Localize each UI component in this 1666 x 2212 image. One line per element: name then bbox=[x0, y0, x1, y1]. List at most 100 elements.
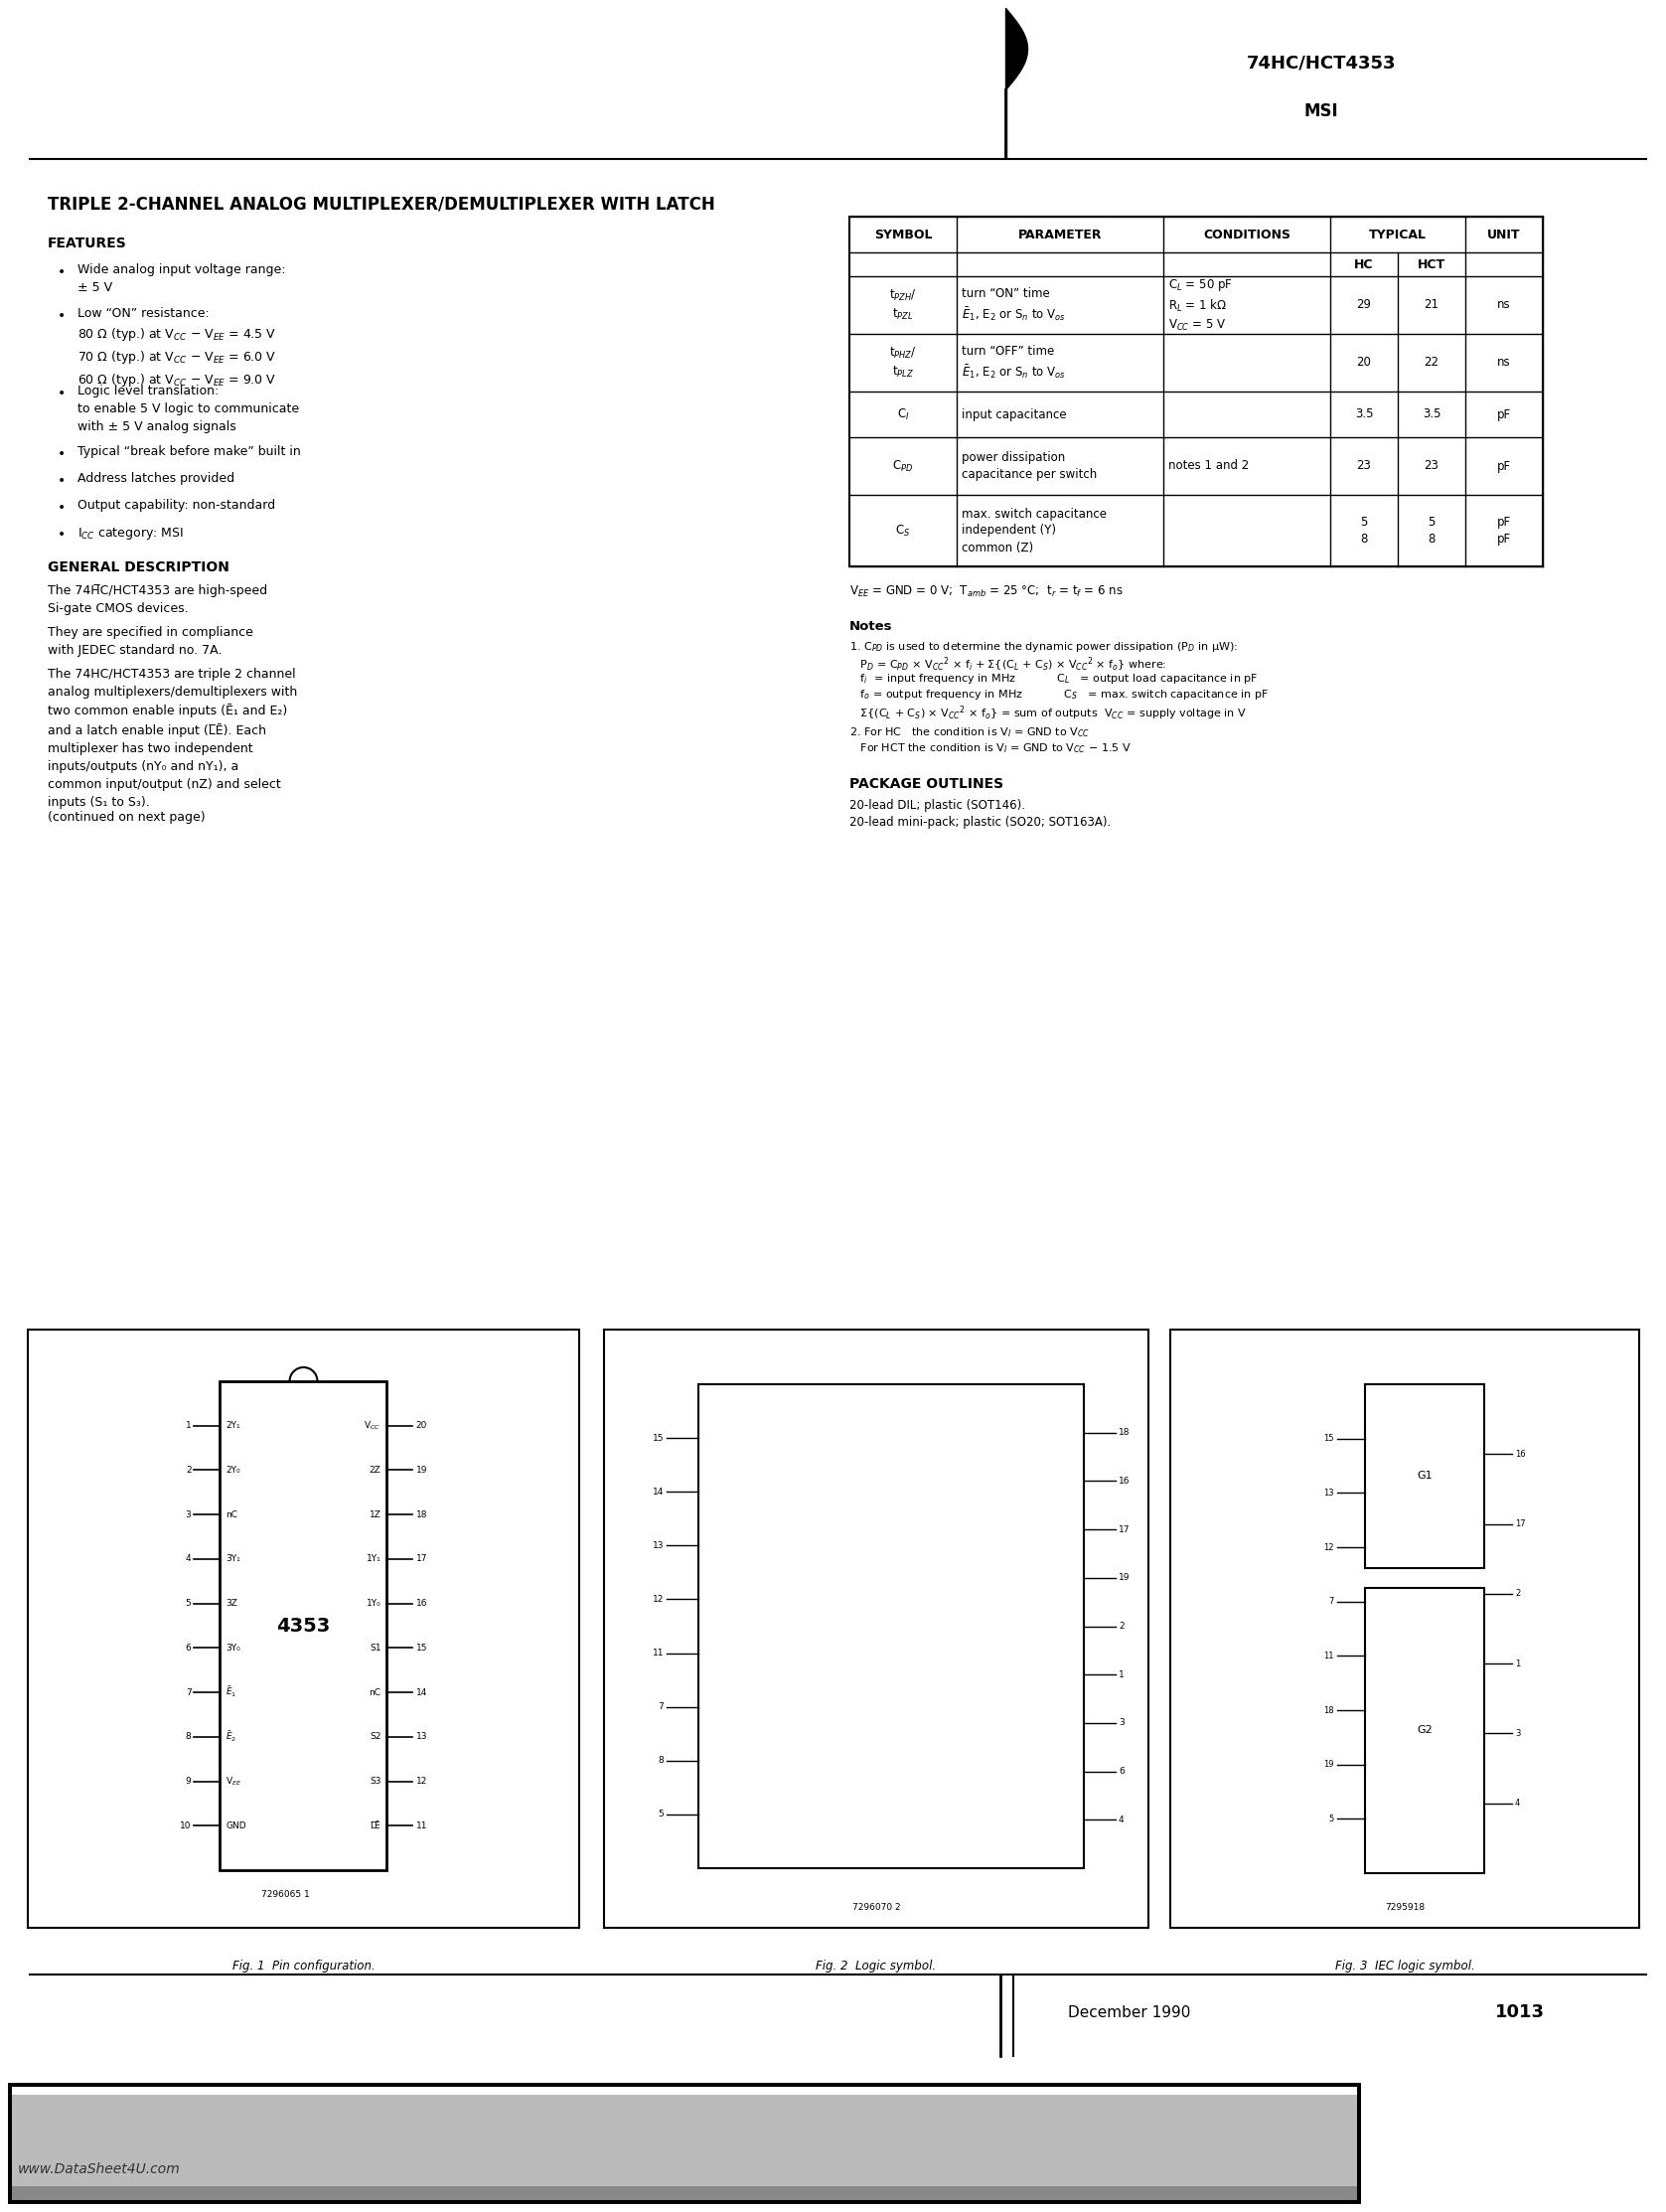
Text: 11: 11 bbox=[651, 1648, 663, 1657]
Text: CONDITIONS: CONDITIONS bbox=[1203, 228, 1291, 241]
Text: TYPICAL: TYPICAL bbox=[1369, 228, 1426, 241]
Text: 9: 9 bbox=[185, 1776, 192, 1785]
Text: They are specified in compliance
with JEDEC standard no. 7A.: They are specified in compliance with JE… bbox=[48, 626, 253, 657]
Text: 19: 19 bbox=[416, 1467, 426, 1475]
Text: 5
8: 5 8 bbox=[1428, 515, 1434, 546]
Text: nC: nC bbox=[227, 1511, 238, 1520]
Text: 7296070 2: 7296070 2 bbox=[851, 1902, 900, 1911]
Text: MSI: MSI bbox=[1304, 102, 1338, 119]
Text: 13: 13 bbox=[1323, 1489, 1334, 1498]
Bar bbox=[850, 217, 1543, 566]
Text: •: • bbox=[58, 447, 65, 460]
Text: V$_{EE}$ = GND = 0 V;  T$_{amb}$ = 25 °C;  t$_r$ = t$_f$ = 6 ns: V$_{EE}$ = GND = 0 V; T$_{amb}$ = 25 °C;… bbox=[850, 584, 1123, 599]
Text: www.DataSheet4U.com: www.DataSheet4U.com bbox=[18, 2163, 180, 2177]
Text: 2Y₀: 2Y₀ bbox=[227, 1467, 240, 1475]
Text: 2. For HC   the condition is V$_I$ = GND to V$_{CC}$: 2. For HC the condition is V$_I$ = GND t… bbox=[850, 726, 1090, 739]
Text: $\bar{E}_1$: $\bar{E}_1$ bbox=[227, 1686, 237, 1699]
Text: SYMBOL: SYMBOL bbox=[875, 228, 931, 241]
Text: 10: 10 bbox=[180, 1820, 192, 1829]
Text: max. switch capacitance
independent (Y)
common (Z): max. switch capacitance independent (Y) … bbox=[961, 507, 1106, 553]
Text: Fig. 1  Pin configuration.: Fig. 1 Pin configuration. bbox=[232, 1960, 375, 1973]
Text: 4: 4 bbox=[1514, 1798, 1519, 1807]
Text: 16: 16 bbox=[1118, 1478, 1130, 1486]
Text: 3Y₀: 3Y₀ bbox=[227, 1644, 240, 1652]
Text: pF: pF bbox=[1498, 407, 1511, 420]
Text: 20-lead DIL; plastic (SOT146).: 20-lead DIL; plastic (SOT146). bbox=[850, 799, 1025, 812]
Text: 2: 2 bbox=[1118, 1621, 1125, 1630]
Text: FEATURES: FEATURES bbox=[48, 237, 127, 250]
Text: The 74HC/HCT4353 are triple 2 channel
analog multiplexers/demultiplexers with
tw: The 74HC/HCT4353 are triple 2 channel an… bbox=[48, 668, 297, 810]
Text: 1Y₀: 1Y₀ bbox=[367, 1599, 382, 1608]
Text: 11: 11 bbox=[416, 1820, 426, 1829]
Text: 14: 14 bbox=[416, 1688, 426, 1697]
Text: 4: 4 bbox=[185, 1555, 192, 1564]
Text: 17: 17 bbox=[1118, 1524, 1130, 1533]
Text: 7: 7 bbox=[658, 1703, 663, 1712]
Text: 23: 23 bbox=[1424, 460, 1439, 473]
Text: 3: 3 bbox=[185, 1511, 192, 1520]
Text: 20: 20 bbox=[1356, 356, 1371, 369]
Text: 3.5: 3.5 bbox=[1423, 407, 1441, 420]
Text: power dissipation
capacitance per switch: power dissipation capacitance per switch bbox=[961, 451, 1096, 480]
Text: 1: 1 bbox=[1118, 1670, 1125, 1679]
Bar bbox=[8, 2084, 1361, 2203]
Text: I$_{CC}$ category: MSI: I$_{CC}$ category: MSI bbox=[78, 526, 183, 542]
Text: 11: 11 bbox=[1324, 1652, 1334, 1661]
Text: 8: 8 bbox=[185, 1732, 192, 1741]
Text: Typical “break before make” built in: Typical “break before make” built in bbox=[78, 445, 302, 458]
Text: V$_{EE}$: V$_{EE}$ bbox=[227, 1774, 242, 1787]
Text: PARAMETER: PARAMETER bbox=[1018, 228, 1101, 241]
Text: L̅Ē: L̅Ē bbox=[370, 1820, 382, 1829]
Text: 3Y₁: 3Y₁ bbox=[227, 1555, 240, 1564]
Text: C$_S$: C$_S$ bbox=[895, 524, 911, 538]
Text: t$_{PZH}$/
t$_{PZL}$: t$_{PZH}$/ t$_{PZL}$ bbox=[890, 288, 916, 323]
Text: Fig. 2  Logic symbol.: Fig. 2 Logic symbol. bbox=[816, 1960, 936, 1973]
Text: 4: 4 bbox=[1118, 1816, 1125, 1825]
Text: UNIT: UNIT bbox=[1488, 228, 1521, 241]
Bar bbox=[605, 1329, 1148, 1929]
Bar bbox=[1364, 1385, 1484, 1568]
Text: 5
8: 5 8 bbox=[1361, 515, 1368, 546]
Text: (continued on next page): (continued on next page) bbox=[48, 812, 205, 823]
Text: 6: 6 bbox=[185, 1644, 192, 1652]
Text: P$_D$ = C$_{PD}$ × V$_{CC}$$^2$ × f$_i$ + Σ{(C$_L$ + C$_S$) × V$_{CC}$$^2$ × f$_: P$_D$ = C$_{PD}$ × V$_{CC}$$^2$ × f$_i$ … bbox=[850, 655, 1166, 675]
Text: GND: GND bbox=[227, 1820, 247, 1829]
Text: PACKAGE OUTLINES: PACKAGE OUTLINES bbox=[850, 776, 1003, 792]
Bar bbox=[12, 2086, 1358, 2095]
Text: 16: 16 bbox=[1514, 1449, 1526, 1458]
Text: 5: 5 bbox=[658, 1809, 663, 1818]
Text: 20: 20 bbox=[416, 1422, 426, 1431]
Text: 7296065 1: 7296065 1 bbox=[262, 1889, 310, 1898]
Text: 3: 3 bbox=[1514, 1730, 1521, 1739]
Text: 17: 17 bbox=[1514, 1520, 1526, 1528]
Text: TRIPLE 2-CHANNEL ANALOG MULTIPLEXER/DEMULTIPLEXER WITH LATCH: TRIPLE 2-CHANNEL ANALOG MULTIPLEXER/DEMU… bbox=[48, 195, 715, 212]
Text: 5: 5 bbox=[1329, 1814, 1334, 1823]
Text: 12: 12 bbox=[653, 1595, 663, 1604]
Text: 4353: 4353 bbox=[277, 1617, 330, 1635]
Bar bbox=[12, 2185, 1358, 2201]
Text: 29: 29 bbox=[1356, 299, 1371, 312]
Bar bbox=[1364, 1588, 1484, 1874]
Text: 15: 15 bbox=[416, 1644, 426, 1652]
Text: C$_I$: C$_I$ bbox=[896, 407, 910, 422]
Text: •: • bbox=[58, 529, 65, 542]
Text: 8: 8 bbox=[658, 1756, 663, 1765]
Text: 14: 14 bbox=[653, 1486, 663, 1495]
Bar bbox=[28, 1329, 580, 1929]
Text: 1Z: 1Z bbox=[370, 1511, 382, 1520]
Text: 13: 13 bbox=[416, 1732, 426, 1741]
Text: S2: S2 bbox=[370, 1732, 382, 1741]
Text: C$_{PD}$: C$_{PD}$ bbox=[893, 458, 913, 473]
Text: 7: 7 bbox=[1329, 1597, 1334, 1606]
Text: Fig. 3  IEC logic symbol.: Fig. 3 IEC logic symbol. bbox=[1334, 1960, 1474, 1973]
Text: 5: 5 bbox=[185, 1599, 192, 1608]
Text: 1Y₁: 1Y₁ bbox=[367, 1555, 382, 1564]
Text: Address latches provided: Address latches provided bbox=[78, 471, 235, 484]
Text: 2: 2 bbox=[1514, 1588, 1519, 1599]
Text: input capacitance: input capacitance bbox=[961, 407, 1066, 420]
Text: For HCT the condition is V$_I$ = GND to V$_{CC}$ − 1.5 V: For HCT the condition is V$_I$ = GND to … bbox=[850, 741, 1131, 754]
Text: pF
pF: pF pF bbox=[1498, 515, 1511, 546]
Text: Logic level translation:
to enable 5 V logic to communicate
with ± 5 V analog si: Logic level translation: to enable 5 V l… bbox=[78, 385, 300, 434]
Text: 18: 18 bbox=[416, 1511, 426, 1520]
Text: Σ{(C$_L$ + C$_S$) × V$_{CC}$$^2$ × f$_o$} = sum of outputs  V$_{CC}$ = supply vo: Σ{(C$_L$ + C$_S$) × V$_{CC}$$^2$ × f$_o$… bbox=[850, 703, 1246, 721]
